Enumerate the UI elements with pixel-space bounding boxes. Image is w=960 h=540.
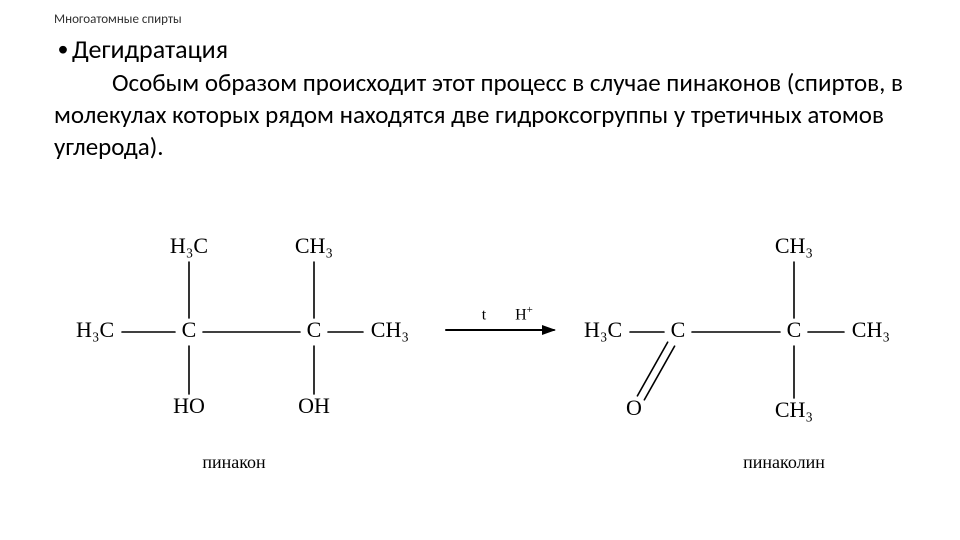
svg-text:пинаколин: пинаколин [743, 452, 825, 472]
svg-text:H+: H+ [515, 304, 533, 324]
svg-text:CH₃: CH₃ [775, 233, 813, 258]
body-paragraph: Особым образом происходит этот процесс в… [54, 67, 904, 163]
svg-text:C: C [307, 317, 322, 342]
slide-small-title: Многоатомные спирты [54, 12, 912, 27]
svg-text:HO: HO [173, 393, 205, 418]
svg-text:OH: OH [298, 393, 330, 418]
bullet-label: Дегидратация [72, 33, 228, 65]
reaction-diagram: C C H₃C CH₃ H₃C CH₃ HO OH пинакон t H+ H₃C C C CH₃ CH₃ C… [54, 212, 912, 492]
svg-text:C: C [671, 317, 686, 342]
svg-text:C: C [182, 317, 197, 342]
svg-text:H₃C: H₃C [584, 317, 622, 342]
svg-text:CH₃: CH₃ [371, 317, 409, 342]
svg-text:t: t [482, 307, 487, 324]
svg-text:H₃C: H₃C [76, 317, 114, 342]
svg-text:пинакон: пинакон [202, 452, 266, 472]
svg-text:C: C [787, 317, 802, 342]
svg-text:CH₃: CH₃ [775, 397, 813, 422]
svg-text:CH₃: CH₃ [295, 233, 333, 258]
reaction-svg: C C H₃C CH₃ H₃C CH₃ HO OH пинакон t H+ H₃C C C CH₃ CH₃ C… [54, 212, 912, 492]
bullet-heading: •Дегидратация [54, 33, 912, 65]
svg-text:O: O [626, 395, 642, 420]
svg-text:CH₃: CH₃ [852, 317, 890, 342]
svg-text:H₃C: H₃C [170, 233, 208, 258]
bullet-dot: • [54, 35, 72, 62]
